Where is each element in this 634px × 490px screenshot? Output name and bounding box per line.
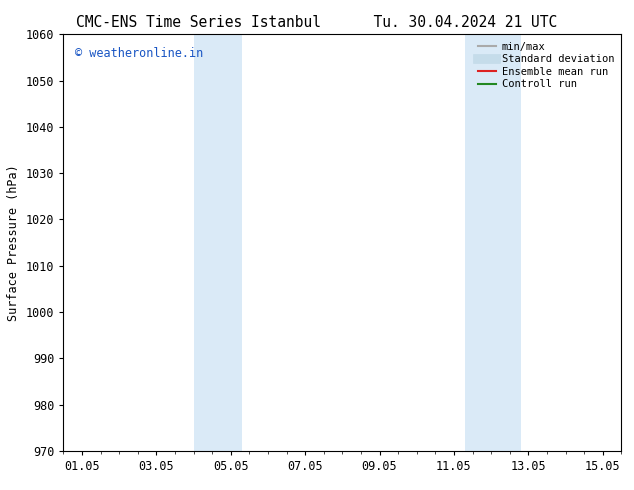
Bar [465,34,521,451]
Text: © weatheronline.in: © weatheronline.in [75,47,203,60]
Y-axis label: Surface Pressure (hPa): Surface Pressure (hPa) [8,164,20,321]
Legend: min/max, Standard deviation, Ensemble mean run, Controll run: min/max, Standard deviation, Ensemble me… [474,37,618,94]
Text: CMC-ENS Time Series Istanbul      Tu. 30.04.2024 21 UTC: CMC-ENS Time Series Istanbul Tu. 30.04.2… [76,15,558,30]
Bar [193,34,242,451]
